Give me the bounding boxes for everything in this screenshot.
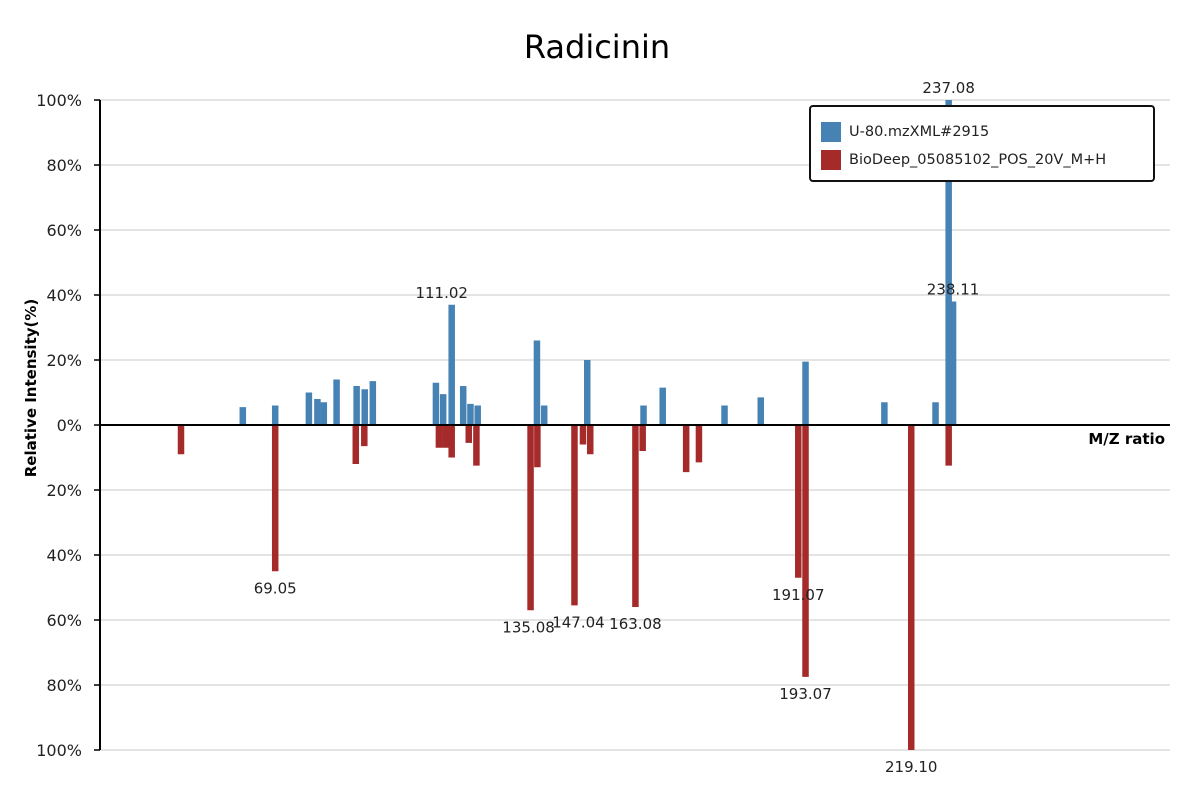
legend-item-query: U-80.mzXML#2915 — [821, 122, 989, 142]
peak-label: 163.08 — [609, 615, 662, 633]
peak-label: 237.08 — [922, 79, 975, 97]
y-tick-label: 80% — [46, 156, 82, 175]
legend-swatch-query — [821, 122, 841, 142]
y-tick-label: 100% — [36, 741, 82, 760]
reference-peak-bar — [473, 425, 480, 466]
legend-label-query: U-80.mzXML#2915 — [849, 124, 990, 140]
peak-label: 219.10 — [885, 758, 938, 776]
peak-label: 111.02 — [415, 284, 468, 302]
legend-item-reference: BioDeep_05085102_POS_20V_M+H — [821, 150, 1106, 170]
peak-label: 238.11 — [927, 281, 980, 299]
query-peak-bar — [271, 405, 279, 425]
y-tick-label: 100% — [36, 91, 82, 110]
y-tick-label: 20% — [46, 481, 82, 500]
reference-peak-bar — [177, 425, 185, 455]
y-tick-label: 20% — [46, 351, 82, 370]
query-peak-bar — [320, 402, 328, 425]
peak-label: 193.07 — [779, 685, 832, 703]
reference-peak-bar — [682, 425, 690, 473]
reference-peak-bar — [435, 425, 443, 448]
peak-label: 147.04 — [552, 613, 605, 631]
reference-peak-bar — [632, 425, 639, 607]
query-peak-bar — [949, 301, 957, 425]
reference-peak-bar — [907, 425, 915, 750]
legend-swatch-reference — [821, 150, 841, 170]
query-peak-bar — [467, 403, 474, 426]
query-peak-bar — [305, 392, 313, 425]
reference-peak-bar — [352, 425, 360, 464]
reference-peak-bar — [586, 425, 594, 455]
query-peak-bar — [881, 402, 888, 425]
reference-peak-bar — [695, 425, 703, 463]
query-peak-bar — [459, 386, 467, 425]
reference-peak-bar — [442, 425, 449, 448]
peak-label: 135.08 — [502, 618, 555, 636]
query-peak-bar — [533, 340, 541, 425]
y-tick-label: 40% — [46, 286, 82, 305]
y-tick-label: 60% — [46, 221, 82, 240]
y-ticks: 0% 20% 40% 60% 80% 100% 20% 40% 60% 80% 100% — [36, 91, 100, 760]
chart-title: Radicinin — [523, 28, 671, 66]
reference-peak-bar — [361, 425, 368, 447]
query-peak-bar — [540, 405, 548, 425]
legend: U-80.mzXML#2915 BioDeep_05085102_POS_20V… — [809, 105, 1155, 182]
query-peak-bar — [353, 386, 360, 425]
query-peak-bar — [932, 402, 939, 425]
y-tick-label: 60% — [46, 611, 82, 630]
reference-peak-bar — [465, 425, 472, 443]
reference-peak-bar — [534, 425, 541, 468]
y-tick-label: 0% — [57, 416, 82, 435]
query-peak-bar — [802, 361, 809, 426]
reference-peak-bar — [271, 425, 279, 572]
query-peak-bar — [640, 405, 647, 425]
query-peak-bar — [757, 397, 765, 426]
reference-peak-bar — [527, 425, 534, 611]
query-peak-bar — [432, 382, 440, 425]
query-peak-bar — [945, 100, 952, 425]
reference-peak-bar — [579, 425, 587, 445]
query-peak-bar — [333, 379, 340, 425]
query-peak-bar — [448, 304, 455, 425]
spectrum-bars — [177, 100, 957, 750]
query-peak-bar — [369, 381, 377, 426]
y-tick-label: 40% — [46, 546, 82, 565]
reference-peak-bar — [945, 425, 952, 466]
query-peak-bar — [361, 389, 368, 425]
query-peak-bar — [721, 405, 728, 425]
reference-peak-bar — [448, 425, 455, 458]
legend-label-reference: BioDeep_05085102_POS_20V_M+H — [849, 152, 1107, 168]
x-axis-title: M/Z ratio — [1088, 430, 1165, 448]
y-tick-label: 80% — [46, 676, 82, 695]
reference-peak-bar — [802, 425, 809, 677]
query-peak-bar — [474, 405, 481, 425]
y-axis-title: Relative Intensity(%) — [22, 299, 40, 478]
query-peak-bar — [239, 407, 247, 426]
peak-label: 191.07 — [772, 586, 825, 604]
peak-label: 69.05 — [254, 579, 297, 597]
reference-peak-bar — [571, 425, 578, 606]
query-peak-bar — [439, 394, 447, 426]
query-peak-bar — [314, 399, 321, 425]
reference-peak-bar — [639, 425, 646, 451]
query-peak-bar — [659, 387, 666, 426]
reference-peak-bar — [795, 425, 802, 578]
query-peak-bar — [584, 360, 591, 425]
axes — [99, 100, 1170, 750]
